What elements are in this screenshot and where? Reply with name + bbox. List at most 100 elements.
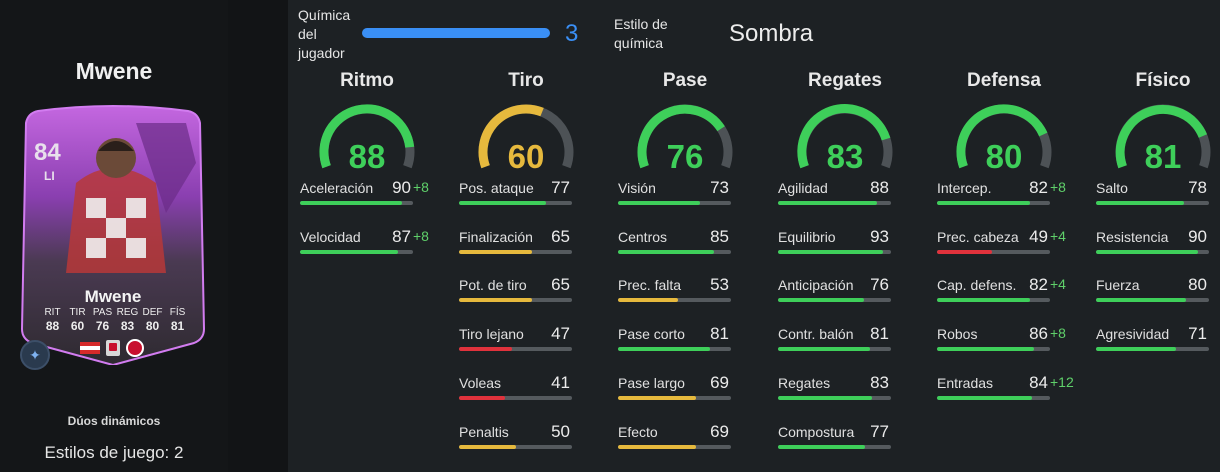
category-title: Pase [662,70,708,91]
stat-row: Prec. falta 53 [618,275,758,307]
stat-bar-fill [618,396,696,400]
stat-row: Robos 86 +8 [937,324,1077,356]
stat-bar-fill [618,445,696,449]
stat-bar-fill [778,250,884,254]
stat-row: Pot. de tiro 65 [459,275,599,307]
stat-value: 65 [551,275,570,294]
stat-row: Pos. ataque 77 [459,178,599,210]
category-gauge: 88 [300,94,434,182]
stat-name: Prec. falta [618,277,682,293]
card-position: LI [44,169,55,183]
stat-bar [459,396,572,400]
stat-bar-fill [618,250,715,254]
chemistry-style-value: Sombra [729,20,814,47]
stat-bar-fill [1096,347,1177,351]
stat-bar [937,201,1050,205]
stat-row: Compostura 77 [778,422,918,454]
stat-row: Pase largo 69 [618,373,758,405]
card-stat: PAS 76 [92,307,113,333]
stat-value: 93 [870,227,889,246]
category-value: 80 [985,138,1023,175]
stat-row: Voleas 41 [459,373,599,405]
stat-name: Finalización [459,229,533,245]
stat-bar [778,445,891,449]
stat-bar-fill [937,396,1032,400]
card-player-name: Mwene [84,287,142,306]
stat-name: Contr. balón [778,326,854,342]
stat-name: Entradas [937,375,994,391]
card-badges [80,339,144,357]
stat-bar [937,250,1050,254]
stat-row: Velocidad 87 +8 [300,227,440,259]
stat-row: Tiro lejano 47 [459,324,599,356]
stat-value: 81 [710,324,729,343]
stat-row: Pase corto 81 [618,324,758,356]
stat-row: Regates 83 [778,373,918,405]
category-físico: Físico 81 Salto 78 Resistencia 90 Fuerza … [1096,70,1220,351]
stat-bonus: +4 [1050,276,1066,292]
stat-bar [778,396,891,400]
stat-bar-fill [459,347,513,351]
stat-bonus: +8 [413,228,429,244]
stat-bar-fill [618,347,710,351]
stat-bar [618,347,731,351]
stat-bar [778,201,891,205]
stat-bar-fill [1096,298,1187,302]
stat-value: 78 [1188,178,1207,197]
stat-bar [1096,298,1209,302]
category-pase: Pase 76 Visión 73 Centros 85 Prec. falta … [618,70,758,449]
stat-bonus: +4 [1050,228,1066,244]
gauge-fill [1115,105,1208,169]
stat-bar-fill [618,201,701,205]
stat-value: 73 [710,178,729,197]
stat-bar-fill [778,396,872,400]
stat-row: Penaltis 50 [459,422,599,454]
stat-bar [618,201,731,205]
stat-value: 76 [870,275,889,294]
stat-bar-fill [778,347,870,351]
card-stat: DEF 80 [142,307,163,333]
category-title: Ritmo [340,70,394,91]
stat-value: 88 [870,178,889,197]
stat-value: 85 [710,227,729,246]
stat-bar [1096,250,1209,254]
category-gauge: 81 [1096,94,1220,182]
stat-name: Compostura [778,424,855,440]
stats-panel [288,0,1220,472]
category-title: Tiro [508,70,544,91]
stat-name: Pos. ataque [459,180,534,196]
stat-bar-fill [459,396,506,400]
stat-value: 41 [551,373,570,392]
card-overall: 84 [34,139,61,166]
stat-bar [300,201,413,205]
stat-value: 82 [1029,275,1048,294]
stat-name: Tiro lejano [459,326,524,342]
category-gauge: 80 [937,94,1071,182]
stat-bar [937,347,1050,351]
stat-value: 83 [870,373,889,392]
player-card[interactable]: 84 LI Mwene RIT 88 TIR 60 PAS 76 REG 83 DEF 8… [16,103,210,365]
stat-bar [618,445,731,449]
card-stats: RIT 88 TIR 60 PAS 76 REG 83 DEF 80 FÍS 81 [40,307,190,333]
stat-value: 49 [1029,227,1048,246]
stat-bar [618,250,731,254]
stat-bar-fill [459,445,516,449]
stat-row: Centros 85 [618,227,758,259]
stat-row: Resistencia 90 [1096,227,1220,259]
stat-row: Contr. balón 81 [778,324,918,356]
stat-bonus: +12 [1050,374,1074,390]
stat-row: Aceleración 90 +8 [300,178,440,210]
stat-name: Voleas [459,375,502,391]
stat-bar [937,396,1050,400]
stat-row: Visión 73 [618,178,758,210]
gauge-fill [797,104,891,169]
category-gauge: 76 [618,94,752,182]
stat-bar [778,298,891,302]
stat-row: Anticipación 76 [778,275,918,307]
stat-bar [459,201,572,205]
stat-value: 69 [710,373,729,392]
stat-row: Intercep. 82 +8 [937,178,1077,210]
category-regates: Regates 83 Agilidad 88 Equilibrio 93 Anti… [778,70,918,449]
stat-name: Centros [618,229,668,245]
stat-bar [459,445,572,449]
